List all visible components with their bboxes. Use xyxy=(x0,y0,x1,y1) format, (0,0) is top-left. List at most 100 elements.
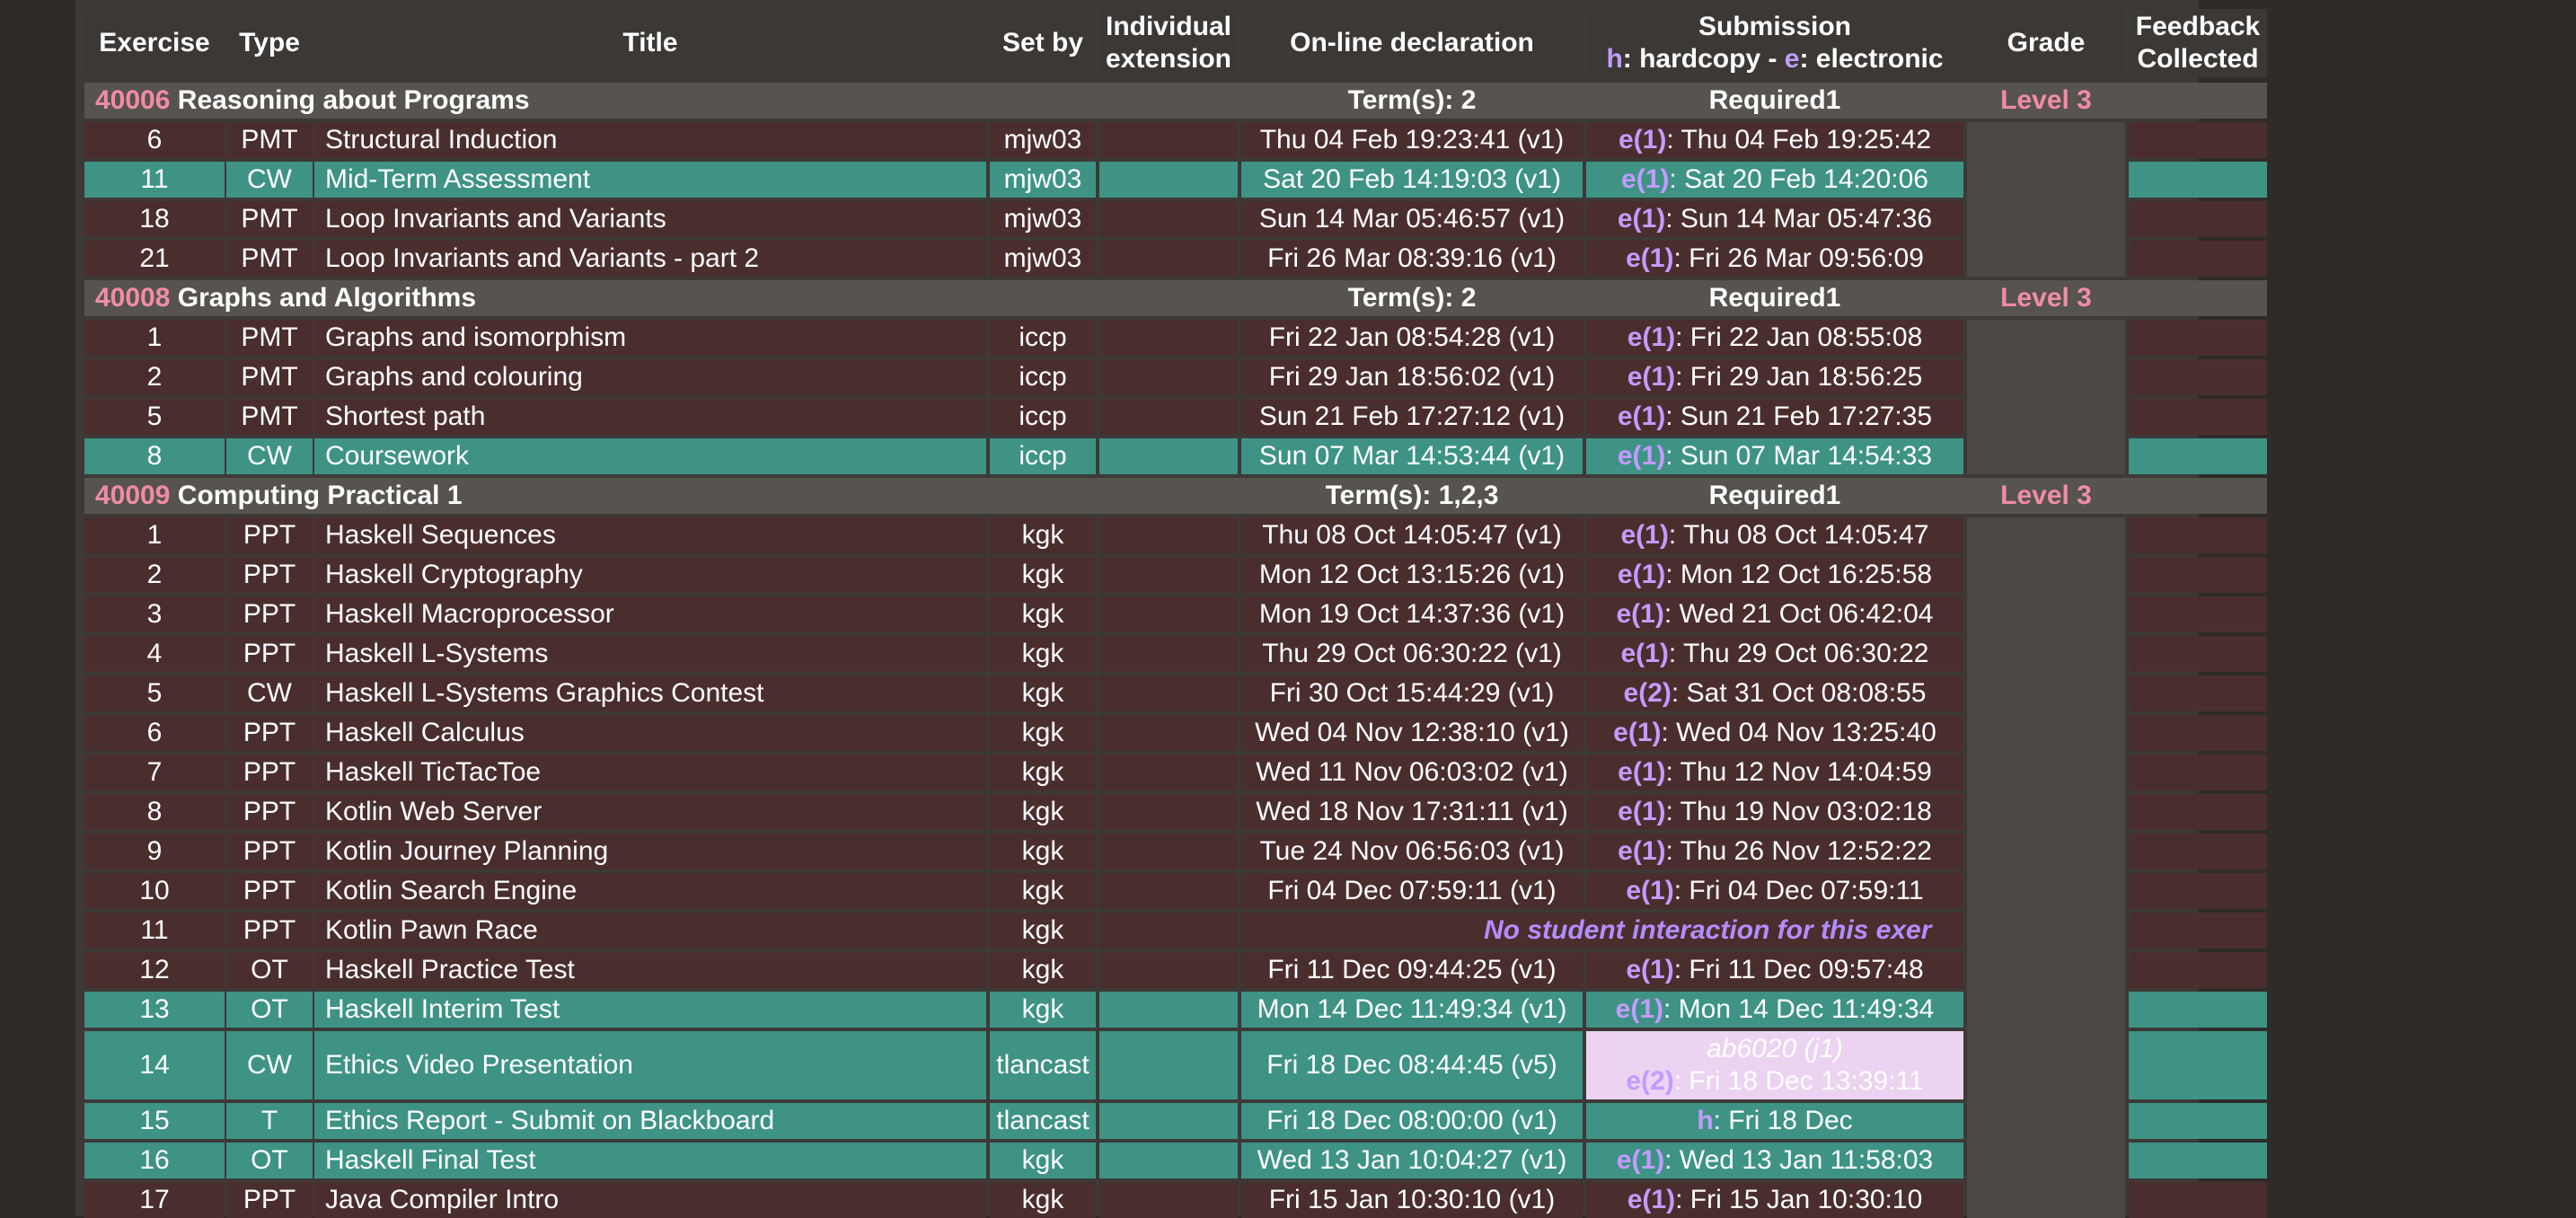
set-by: tlancast xyxy=(990,1031,1096,1099)
submission-cell[interactable]: e(1): Thu 29 Oct 06:30:22 xyxy=(1586,636,1963,672)
exercise-title-link[interactable]: Haskell Final Test xyxy=(314,1143,986,1178)
submission-cell[interactable]: e(1): Fri 11 Dec 09:57:48 xyxy=(1586,952,1963,988)
submission-cell[interactable]: e(1): Wed 13 Jan 11:58:03 xyxy=(1586,1143,1963,1178)
exercise-type: PPT xyxy=(226,636,313,672)
exercise-title-link[interactable]: Shortest path xyxy=(314,399,986,435)
online-declaration-link[interactable]: Sat 20 Feb 14:19:03 (v1) xyxy=(1241,162,1583,198)
exercise-title-link[interactable]: Haskell Interim Test xyxy=(314,992,986,1028)
set-by: kgk xyxy=(990,794,1096,830)
exercise-title-link[interactable]: Coursework xyxy=(314,438,986,474)
exercise-title-link[interactable]: Haskell Calculus xyxy=(314,715,986,751)
exercise-title-link[interactable]: Structural Induction xyxy=(314,122,986,158)
set-by-text: kgk xyxy=(1021,678,1064,708)
online-declaration-link[interactable]: Wed 18 Nov 17:31:11 (v1) xyxy=(1241,794,1583,830)
online-declaration-text: Mon 12 Oct 13:15:26 (v1) xyxy=(1258,560,1566,589)
exercise-title-link[interactable]: Graphs and colouring xyxy=(314,359,986,395)
submission-cell[interactable]: e(1): Thu 26 Nov 12:52:22 xyxy=(1586,834,1963,869)
submission-code: e(1) xyxy=(1616,599,1664,629)
submission-cell[interactable]: e(1): Thu 19 Nov 03:02:18 xyxy=(1586,794,1963,830)
online-declaration-link[interactable]: Tue 24 Nov 06:56:03 (v1) xyxy=(1241,834,1583,869)
submission-cell[interactable]: e(1): Fri 15 Jan 10:30:10 xyxy=(1586,1182,1963,1218)
submission-cell[interactable]: e(1): Mon 14 Dec 11:49:34 xyxy=(1586,992,1963,1028)
legend-electronic: : electronic xyxy=(1799,44,1944,74)
individual-extension-cell xyxy=(1099,794,1238,830)
online-declaration-link[interactable]: Sun 07 Mar 14:53:44 (v1) xyxy=(1241,438,1583,474)
exercise-title-link[interactable]: Haskell Cryptography xyxy=(314,557,986,593)
online-declaration-link[interactable]: Fri 30 Oct 15:44:29 (v1) xyxy=(1241,675,1583,711)
online-declaration-link[interactable]: Thu 29 Oct 06:30:22 (v1) xyxy=(1241,636,1583,672)
submission-code: e(1) xyxy=(1617,441,1666,471)
submission-cell[interactable]: ab6020 (j1) e(2): Fri 18 Dec 13:39:11 xyxy=(1586,1031,1963,1099)
online-declaration-link[interactable]: Wed 13 Jan 10:04:27 (v1) xyxy=(1241,1143,1583,1178)
submission-cell[interactable]: e(1): Thu 08 Oct 14:05:47 xyxy=(1586,517,1963,553)
submission-time: : Mon 12 Oct 16:25:58 xyxy=(1665,560,1933,589)
exercise-title-link[interactable]: Haskell Sequences xyxy=(314,517,986,553)
header-exercise-text: Exercise xyxy=(99,28,210,57)
submission-time: : Thu 29 Oct 06:30:22 xyxy=(1668,639,1929,668)
online-declaration-link[interactable]: Sun 14 Mar 05:46:57 (v1) xyxy=(1241,201,1583,237)
online-declaration-link[interactable]: Fri 15 Jan 10:30:10 (v1) xyxy=(1241,1182,1583,1218)
submission-cell[interactable]: e(1): Fri 29 Jan 18:56:25 xyxy=(1586,359,1963,395)
online-declaration-link[interactable]: Fri 11 Dec 09:44:25 (v1) xyxy=(1241,952,1583,988)
exercise-title-link[interactable]: Haskell Macroprocessor xyxy=(314,596,986,632)
exercise-title-link[interactable]: Kotlin Web Server xyxy=(314,794,986,830)
individual-extension-cell xyxy=(1099,201,1238,237)
module-level-text: Level 3 xyxy=(2000,283,2092,313)
submission-cell[interactable]: e(1): Fri 26 Mar 09:56:09 xyxy=(1586,241,1963,277)
submission-time: : Sat 20 Feb 14:20:06 xyxy=(1669,164,1928,194)
online-declaration-link[interactable]: Wed 11 Nov 06:03:02 (v1) xyxy=(1241,755,1583,790)
exercise-title-link-text: Haskell Interim Test xyxy=(325,994,560,1024)
submission-cell[interactable]: e(1): Sat 20 Feb 14:20:06 xyxy=(1586,162,1963,198)
submission-cell[interactable]: h: Fri 18 Dec xyxy=(1586,1103,1963,1139)
submission-cell[interactable]: e(1): Wed 04 Nov 13:25:40 xyxy=(1586,715,1963,751)
submission-cell[interactable]: e(1): Thu 04 Feb 19:25:42 xyxy=(1586,122,1963,158)
header-title: Title xyxy=(314,9,986,77)
submission-cell[interactable]: e(1): Fri 04 Dec 07:59:11 xyxy=(1586,873,1963,909)
online-declaration-link[interactable]: Mon 14 Dec 11:49:34 (v1) xyxy=(1241,992,1583,1028)
exercise-type-text: CW xyxy=(247,678,292,708)
exercise-title-link[interactable]: Haskell L-Systems Graphics Contest xyxy=(314,675,986,711)
submission-time: : Thu 26 Nov 12:52:22 xyxy=(1665,836,1932,866)
exercise-title-link[interactable]: Ethics Video Presentation xyxy=(314,1031,986,1099)
module-terms: Term(s): 2 xyxy=(1241,83,1583,119)
submission-cell[interactable]: e(1): Sun 14 Mar 05:47:36 xyxy=(1586,201,1963,237)
exercise-title-link[interactable]: Loop Invariants and Variants xyxy=(314,201,986,237)
exercise-title-link[interactable]: Mid-Term Assessment xyxy=(314,162,986,198)
exercise-title-link[interactable]: Java Compiler Intro xyxy=(314,1182,986,1218)
submission-cell[interactable]: e(1): Fri 22 Jan 08:55:08 xyxy=(1586,320,1963,356)
online-declaration-link[interactable]: Sun 21 Feb 17:27:12 (v1) xyxy=(1241,399,1583,435)
online-declaration-link[interactable]: Fri 04 Dec 07:59:11 (v1) xyxy=(1241,873,1583,909)
online-declaration-link[interactable]: Fri 26 Mar 08:39:16 (v1) xyxy=(1241,241,1583,277)
individual-extension-cell xyxy=(1099,438,1238,474)
online-declaration-link[interactable]: Mon 12 Oct 13:15:26 (v1) xyxy=(1241,557,1583,593)
submission-cell[interactable]: e(1): Mon 12 Oct 16:25:58 xyxy=(1586,557,1963,593)
individual-extension-cell xyxy=(1099,992,1238,1028)
exercise-title-link[interactable]: Haskell TicTacToe xyxy=(314,755,986,790)
exercise-title-link[interactable]: Kotlin Journey Planning xyxy=(314,834,986,869)
online-declaration-link[interactable]: Fri 22 Jan 08:54:28 (v1) xyxy=(1241,320,1583,356)
submission-cell[interactable]: e(1): Thu 12 Nov 14:04:59 xyxy=(1586,755,1963,790)
submission-cell[interactable]: e(1): Sun 21 Feb 17:27:35 xyxy=(1586,399,1963,435)
header-submission-title: Submission xyxy=(1698,12,1852,41)
online-declaration-link[interactable]: Mon 19 Oct 14:37:36 (v1) xyxy=(1241,596,1583,632)
submission-cell[interactable]: e(2): Sat 31 Oct 08:08:55 xyxy=(1586,675,1963,711)
online-declaration-link[interactable]: Fri 18 Dec 08:00:00 (v1) xyxy=(1241,1103,1583,1139)
exercise-number-text: 5 xyxy=(146,678,163,708)
exercise-title-link[interactable]: Haskell L-Systems xyxy=(314,636,986,672)
online-declaration-link[interactable]: Wed 04 Nov 12:38:10 (v1) xyxy=(1241,715,1583,751)
exercise-title-link[interactable]: Kotlin Pawn Race xyxy=(314,913,986,949)
online-declaration-link[interactable]: Fri 29 Jan 18:56:02 (v1) xyxy=(1241,359,1583,395)
exercise-title-link-text: Haskell Final Test xyxy=(325,1145,536,1175)
online-declaration-link[interactable]: Thu 08 Oct 14:05:47 (v1) xyxy=(1241,517,1583,553)
online-declaration-link[interactable]: Thu 04 Feb 19:23:41 (v1) xyxy=(1241,122,1583,158)
submission-time: : Sun 21 Feb 17:27:35 xyxy=(1665,402,1933,431)
online-declaration-text: Fri 30 Oct 15:44:29 (v1) xyxy=(1269,678,1555,708)
online-declaration-link[interactable]: Fri 18 Dec 08:44:45 (v5) xyxy=(1241,1031,1583,1099)
exercise-title-link[interactable]: Haskell Practice Test xyxy=(314,952,986,988)
exercise-title-link[interactable]: Loop Invariants and Variants - part 2 xyxy=(314,241,986,277)
exercise-title-link[interactable]: Ethics Report - Submit on Blackboard xyxy=(314,1103,986,1139)
exercise-title-link[interactable]: Kotlin Search Engine xyxy=(314,873,986,909)
submission-cell[interactable]: e(1): Sun 07 Mar 14:54:33 xyxy=(1586,438,1963,474)
submission-cell[interactable]: e(1): Wed 21 Oct 06:42:04 xyxy=(1586,596,1963,632)
exercise-title-link[interactable]: Graphs and isomorphism xyxy=(314,320,986,356)
